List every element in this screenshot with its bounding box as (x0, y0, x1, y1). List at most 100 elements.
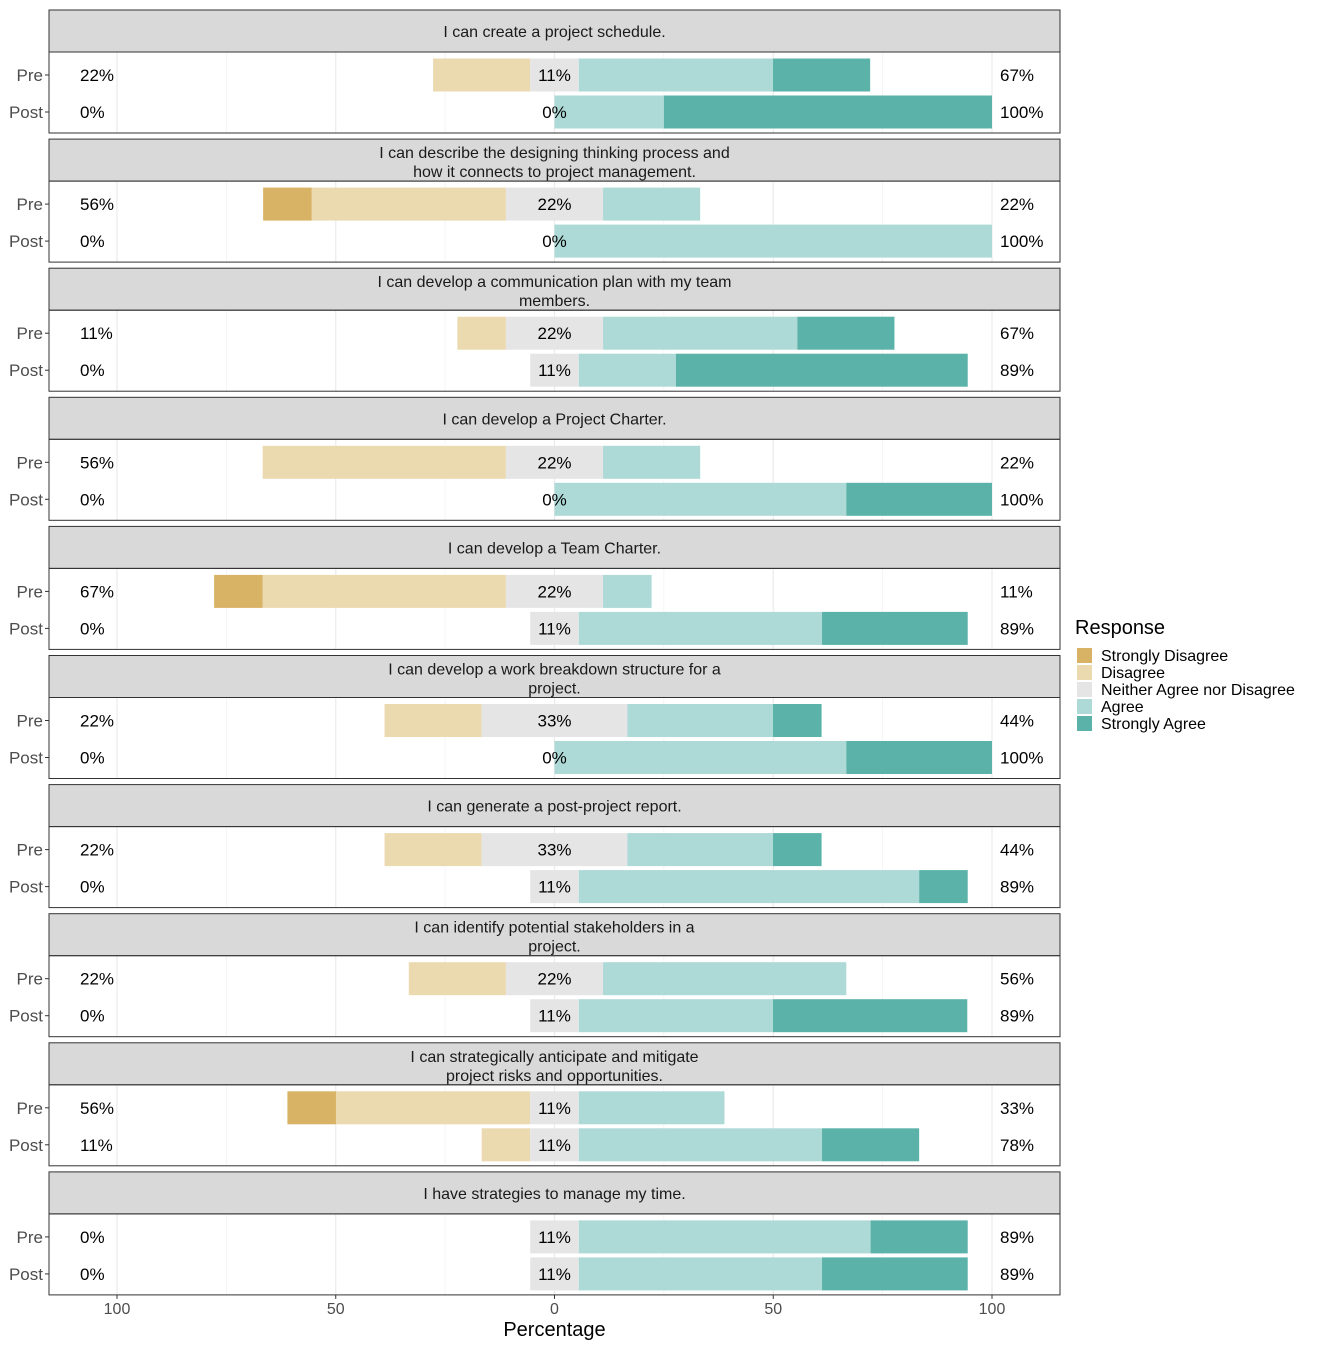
legend-label: Strongly Agree (1101, 716, 1206, 733)
bar-segment-agree (603, 574, 652, 608)
bar-segment-neutral (481, 833, 628, 867)
x-tick-label: 100 (104, 1301, 131, 1318)
pct-label-right: 67% (1000, 324, 1034, 343)
row-label: Post (9, 103, 43, 122)
bar-segment-agree (603, 962, 847, 996)
bar-segment-agree (554, 482, 847, 516)
facet-strip (48, 1042, 1061, 1086)
bar-segment-strongly-disagree (263, 187, 312, 221)
facet-title: I can develop a Project Charter. (442, 411, 666, 428)
x-tick-label: 50 (327, 1301, 345, 1318)
pct-label-right: 100% (1000, 103, 1043, 122)
row-label: Post (9, 1007, 43, 1026)
legend-key (1077, 665, 1092, 680)
bar-segment-agree (578, 1128, 823, 1162)
pct-label-center: 11% (538, 619, 571, 638)
legend-label: Disagree (1101, 665, 1165, 682)
bar-segment-neutral (530, 611, 579, 645)
bar-segment-strongly-agree (870, 1220, 968, 1254)
facet-title: I can generate a post-project report. (427, 799, 681, 816)
legend-label: Neither Agree nor Disagree (1101, 682, 1295, 699)
bar-segment-strongly-disagree (214, 574, 263, 608)
row-label: Post (9, 1136, 43, 1155)
bar-segment-neutral (530, 1091, 579, 1125)
bar-segment-strongly-agree (773, 999, 968, 1033)
legend-key (1077, 716, 1092, 731)
pct-label-right: 89% (1000, 1228, 1034, 1247)
bar-segment-neutral (481, 704, 628, 737)
pct-label-right: 33% (1000, 1099, 1034, 1118)
facet-strip (48, 913, 1061, 957)
panel-border (48, 180, 1061, 263)
pct-label-right: 22% (1000, 453, 1034, 472)
bar-segment-agree (554, 741, 847, 774)
pct-label-left: 0% (80, 361, 105, 380)
row-label: Pre (17, 66, 43, 85)
legend-title: Response (1075, 617, 1165, 639)
bar-segment-neutral (530, 1128, 579, 1162)
pct-label-left: 67% (80, 582, 114, 601)
facet-strip (48, 396, 1061, 440)
bar-segment-neutral (530, 58, 579, 92)
row-label: Post (9, 232, 43, 251)
bar-segment-strongly-agree (919, 870, 968, 904)
x-tick-label: 100 (979, 1301, 1006, 1318)
bar-segment-disagree (457, 316, 506, 350)
pct-label-left: 0% (80, 232, 105, 251)
facet-title: I have strategies to manage my time. (423, 1186, 685, 1203)
bar-segment-strongly-agree (822, 1128, 920, 1162)
bar-segment-agree (554, 224, 992, 258)
x-tick-label: 0 (550, 1301, 559, 1318)
facet-title: project. (528, 681, 580, 698)
bar-segment-agree (603, 316, 798, 350)
pct-label-left: 0% (80, 1007, 105, 1026)
facet-title: I can develop a communication plan with … (378, 274, 732, 291)
row-label: Pre (17, 582, 43, 601)
pct-label-center: 22% (537, 582, 571, 601)
pct-label-right: 100% (1000, 749, 1043, 768)
pct-label-left: 0% (80, 749, 105, 768)
bar-segment-strongly-agree (663, 95, 992, 129)
pct-label-right: 89% (1000, 1007, 1034, 1026)
bar-segment-neutral (505, 316, 604, 350)
pct-label-left: 56% (80, 453, 114, 472)
legend-key (1077, 648, 1092, 663)
pct-label-right: 11% (1000, 582, 1033, 601)
bar-segment-strongly-agree (846, 741, 992, 774)
x-axis-title: Percentage (503, 1319, 605, 1341)
pct-label-center: 11% (538, 1228, 571, 1247)
pct-label-left: 11% (80, 1136, 113, 1155)
facet-title: I can develop a work breakdown structure… (388, 662, 721, 679)
pct-label-center: 22% (537, 324, 571, 343)
pct-label-right: 44% (1000, 712, 1034, 731)
pct-label-left: 0% (80, 878, 105, 897)
bar-segment-disagree (262, 445, 506, 479)
pct-label-right: 89% (1000, 1265, 1034, 1284)
bar-segment-strongly-agree (675, 353, 968, 387)
pct-label-right: 89% (1000, 878, 1034, 897)
facet-title: project. (528, 939, 580, 956)
bar-segment-neutral (530, 1220, 579, 1254)
pct-label-left: 0% (80, 103, 105, 122)
pct-label-center: 33% (537, 841, 571, 860)
bar-segment-agree (554, 95, 664, 129)
pct-label-center: 11% (538, 1099, 571, 1118)
row-label: Post (9, 749, 43, 768)
panel-border (48, 438, 1061, 521)
panel-border (48, 309, 1061, 392)
row-label: Pre (17, 195, 43, 214)
bar-segment-agree (603, 445, 701, 479)
pct-label-left: 0% (80, 1265, 105, 1284)
bar-segment-disagree (262, 574, 506, 608)
bar-segment-strongly-disagree (287, 1091, 336, 1125)
legend-key (1077, 699, 1092, 714)
pct-label-right: 44% (1000, 841, 1034, 860)
pct-label-center: 11% (538, 1265, 571, 1284)
pct-label-right: 89% (1000, 619, 1034, 638)
bar-segment-strongly-agree (846, 482, 992, 516)
pct-label-center: 11% (538, 361, 571, 380)
bar-segment-strongly-agree (773, 833, 822, 867)
bar-segment-agree (578, 1257, 823, 1291)
pct-label-center: 11% (538, 1136, 571, 1155)
